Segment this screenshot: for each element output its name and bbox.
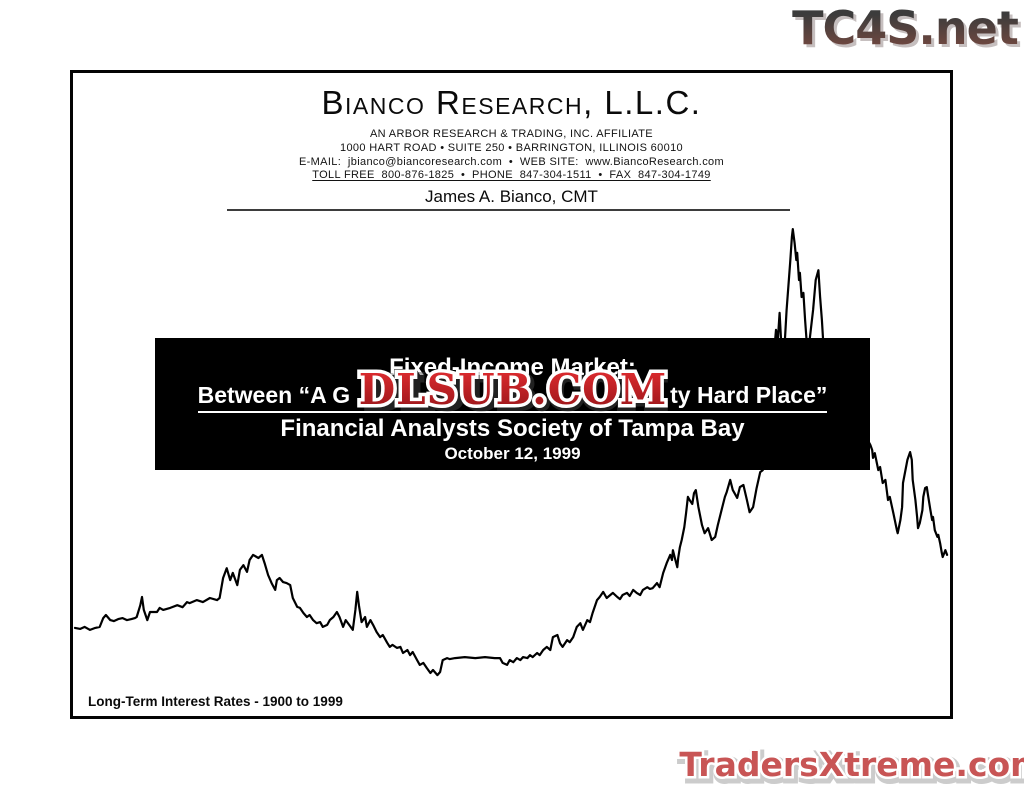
- tc4s-watermark-text: TC4S.net: [792, 1, 1018, 55]
- tradersxtreme-watermark-shadow-text: TradersXtreme.com: [681, 748, 1024, 787]
- tradersxtreme-watermark-text: TradersXtreme.com: [679, 745, 1024, 784]
- address-line: 1000 HART ROAD • SUITE 250 • BARRINGTON,…: [339, 141, 684, 154]
- banner-audience: Financial Analysts Society of Tampa Bay: [280, 415, 745, 442]
- dlsub-watermark-shadow-text: DLSUB.COM: [366, 368, 666, 417]
- banner-title: Fixed-Income Market:: [389, 354, 636, 381]
- tradersxtreme-watermark: TradersXtreme.com TradersXtreme.com: [677, 743, 1024, 791]
- affiliate-line: AN ARBOR RESEARCH & TRADING, INC. AFFILI…: [370, 128, 653, 140]
- banner-subtitle-left: Between “A G: [197, 382, 351, 408]
- company-name: Bianco Research, L.L.C.: [321, 84, 702, 121]
- document-border-frame: [70, 70, 953, 719]
- tc4s-watermark-shadow-text: TC4S.net: [795, 4, 1021, 58]
- tc4s-watermark: TC4S.net TC4S.net: [792, 1, 1022, 58]
- banner-subtitle-row: Between “A G ty Hard Place”: [155, 382, 870, 413]
- banner-date: October 12, 1999: [444, 444, 581, 463]
- letterhead: Bianco Research, L.L.C. AN ARBOR RESEARC…: [73, 84, 950, 207]
- chart-caption: Long-Term Interest Rates - 1900 to 1999: [88, 694, 343, 709]
- phone-line: TOLL FREE 800-876-1825 • PHONE 847-304-1…: [312, 169, 711, 182]
- title-banner: Fixed-Income Market: Between “A G ty Hard…: [155, 338, 870, 470]
- contact-line: E-MAIL: jbianco@biancoresearch.com • WEB…: [298, 155, 725, 168]
- banner-subtitle: Between “A G ty Hard Place”: [197, 382, 828, 413]
- dlsub-watermark: DLSUB.COM DLSUB.COM: [355, 362, 670, 422]
- author-name: James A. Bianco, CMT: [425, 187, 598, 207]
- banner-subtitle-right: ty Hard Place”: [670, 382, 828, 408]
- dlsub-watermark-text: DLSUB.COM: [358, 365, 667, 414]
- header-divider-line: [227, 209, 790, 211]
